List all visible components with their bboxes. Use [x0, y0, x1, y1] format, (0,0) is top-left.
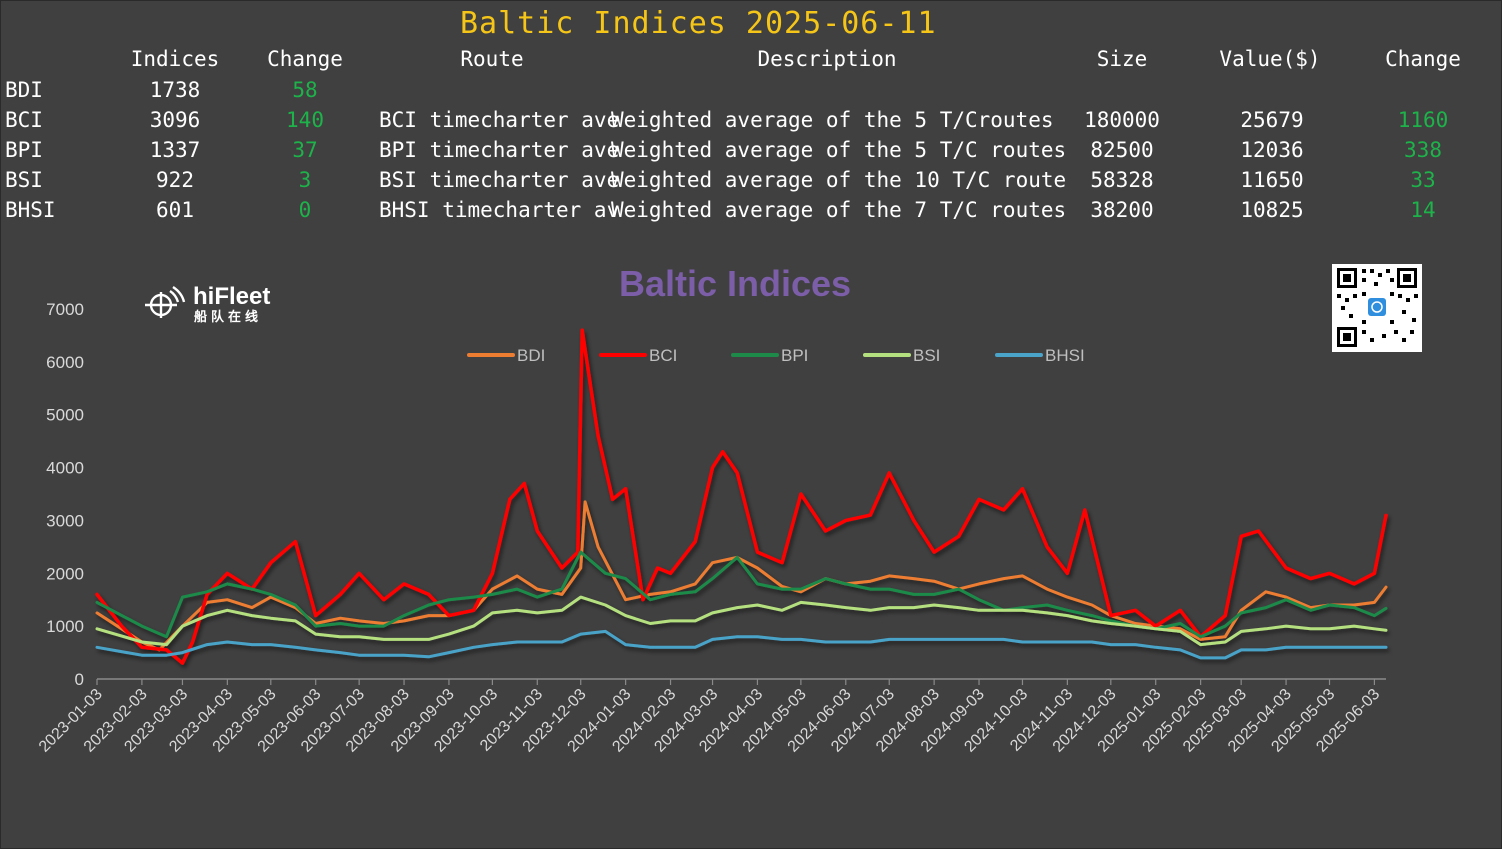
col-header-value-change: Change [1385, 47, 1461, 71]
row-index-bdi: 1738 [149, 78, 201, 102]
brand-name: hiFleet [193, 284, 270, 310]
y-tick-label: 3000 [46, 511, 84, 530]
col-header-route: Route [460, 47, 524, 71]
row-size-bhsi: 38200 [1090, 198, 1154, 222]
row-value-change-bsi: 33 [1410, 168, 1436, 192]
chart-title: Baltic Indices [619, 263, 851, 304]
col-header-indices: Indices [130, 47, 220, 71]
y-tick-label: 5000 [46, 406, 84, 425]
y-tick-label: 6000 [46, 353, 84, 372]
row-size-bsi: 58328 [1090, 168, 1154, 192]
legend-label: BDI [517, 346, 545, 365]
legend-item-bhsi[interactable]: BHSI [995, 346, 1085, 365]
legend-item-bci[interactable]: BCI [599, 346, 677, 365]
series-line-bhsi [95, 629, 1388, 660]
qr-code-icon [1337, 268, 1418, 347]
row-index-bci: 3096 [149, 108, 201, 132]
col-header-size: Size [1096, 47, 1148, 71]
row-description-bsi: Weighted average of the 10 T/C route [611, 168, 1067, 192]
qr-code [1332, 264, 1422, 352]
row-value-bhsi: 10825 [1240, 198, 1304, 222]
row-name-bci: BCI [5, 108, 43, 132]
row-description-bci: Weighted average of the 5 T/Croutes [611, 108, 1054, 132]
row-value-bpi: 12036 [1240, 138, 1304, 162]
hifleet-logo: hiFleet 船队在线 [145, 284, 270, 325]
row-change-bci: 140 [286, 108, 324, 132]
row-value-bci: 25679 [1240, 108, 1304, 132]
series-line-bci [95, 328, 1388, 665]
row-size-bci: 180000 [1084, 108, 1160, 132]
y-tick-label: 2000 [46, 564, 84, 583]
col-header-description: Description [757, 47, 897, 71]
row-value-change-bhsi: 14 [1410, 198, 1436, 222]
row-name-bsi: BSI [5, 168, 43, 192]
row-change-bhsi: 0 [298, 198, 312, 222]
row-route-bsi: BSI timecharter ave [379, 168, 620, 192]
row-value-bsi: 11650 [1240, 168, 1304, 192]
legend-label: BHSI [1045, 346, 1085, 365]
row-route-bci: BCI timecharter ave [379, 108, 620, 132]
row-change-bpi: 37 [292, 138, 318, 162]
series-line-bpi [95, 550, 1388, 639]
row-size-bpi: 82500 [1090, 138, 1154, 162]
brand-subtitle: 船队在线 [194, 309, 262, 325]
baltic-indices-chart: Baltic Indices 0 1000 2000 3000 4000 5000 6000… [36, 263, 1388, 756]
row-description-bhsi: Weighted average of the 7 T/C routes [611, 198, 1067, 222]
row-description-bpi: Weighted average of the 5 T/C routes [611, 138, 1067, 162]
fleet-globe-icon [145, 286, 186, 318]
col-header-change: Change [267, 47, 343, 71]
row-value-change-bci: 1160 [1397, 108, 1449, 132]
row-index-bhsi: 601 [156, 198, 194, 222]
legend-label: BSI [913, 346, 940, 365]
row-name-bdi: BDI [5, 78, 43, 102]
row-route-bpi: BPI timecharter ave [379, 138, 620, 162]
y-tick-label: 0 [75, 670, 84, 689]
row-change-bsi: 3 [298, 168, 312, 192]
legend-item-bpi[interactable]: BPI [731, 346, 808, 365]
y-tick-label: 7000 [46, 300, 84, 319]
row-name-bhsi: BHSI [5, 198, 56, 222]
legend-label: BCI [649, 346, 677, 365]
legend-item-bdi[interactable]: BDI [467, 346, 545, 365]
series-line-bdi [95, 500, 1388, 652]
row-index-bpi: 1337 [149, 138, 201, 162]
y-tick-label: 1000 [46, 617, 84, 636]
legend-item-bsi[interactable]: BSI [863, 346, 940, 365]
page-title: Baltic Indices 2025-06-11 [460, 6, 937, 41]
col-header-value: Value($) [1219, 47, 1321, 71]
row-route-bhsi: BHSI timecharter av [379, 198, 620, 222]
row-index-bsi: 922 [156, 168, 194, 192]
series-line-bsi [95, 595, 1388, 647]
y-tick-label: 4000 [46, 459, 84, 478]
legend-label: BPI [781, 346, 808, 365]
row-value-change-bpi: 338 [1404, 138, 1442, 162]
row-name-bpi: BPI [5, 138, 43, 162]
row-change-bdi: 58 [292, 78, 318, 102]
